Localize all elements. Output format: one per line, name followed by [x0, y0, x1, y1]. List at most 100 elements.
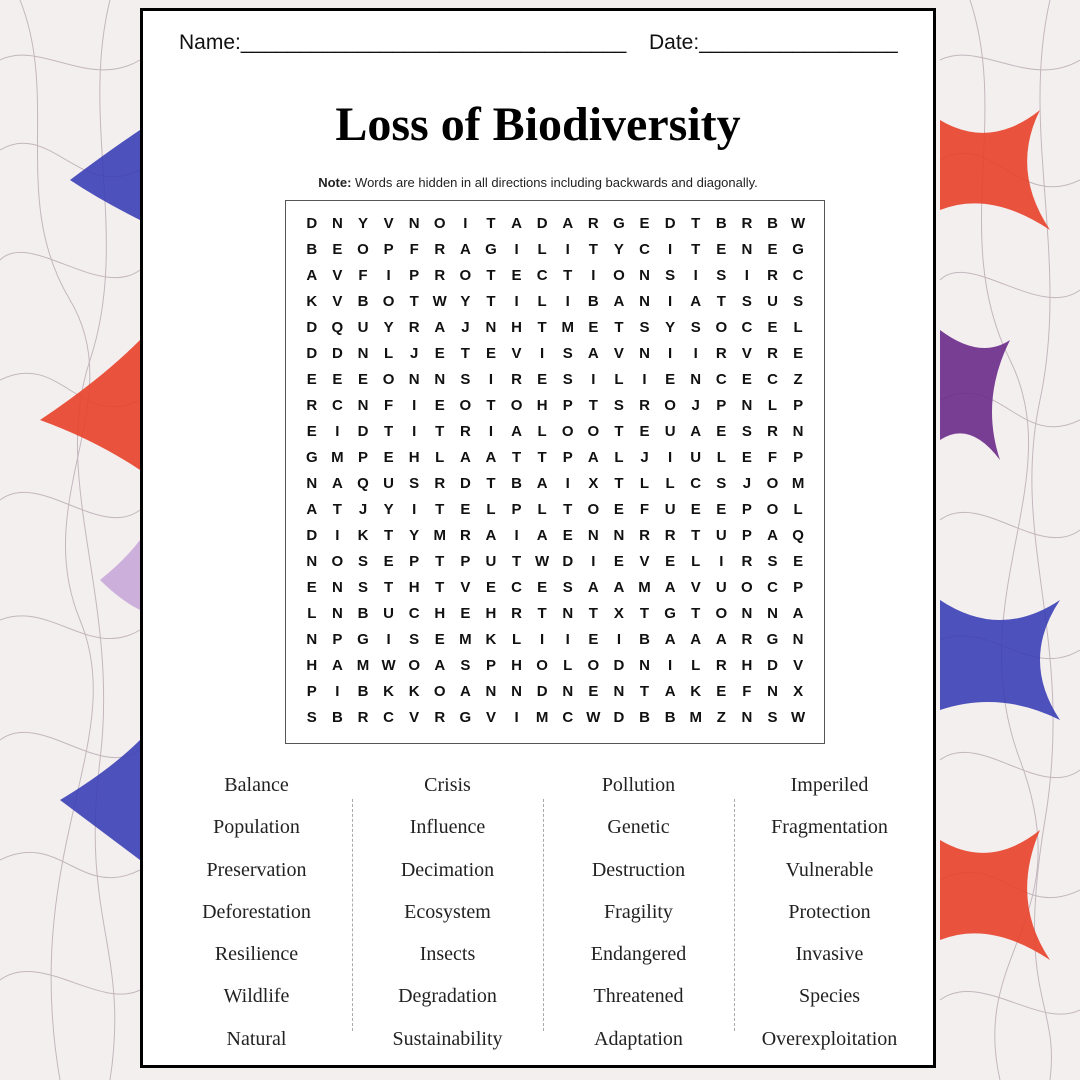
grid-letter[interactable]: T	[537, 605, 547, 622]
grid-letter[interactable]: E	[793, 345, 804, 362]
grid-letter[interactable]: T	[691, 527, 701, 544]
grid-letter[interactable]: R	[664, 527, 676, 544]
grid-letter[interactable]: I	[412, 397, 417, 414]
grid-letter[interactable]: R	[741, 553, 753, 570]
grid-letter[interactable]: N	[485, 319, 497, 336]
grid-letter[interactable]: B	[306, 241, 318, 258]
grid-letter[interactable]: U	[383, 475, 394, 492]
grid-letter[interactable]: C	[792, 267, 804, 284]
grid-letter[interactable]: V	[511, 345, 522, 362]
grid-letter[interactable]: V	[793, 657, 804, 674]
grid-letter[interactable]: I	[514, 293, 519, 310]
grid-letter[interactable]: R	[741, 215, 753, 232]
grid-letter[interactable]: A	[511, 423, 522, 440]
grid-letter[interactable]: R	[767, 345, 778, 362]
grid-letter[interactable]: P	[511, 501, 522, 518]
grid-letter[interactable]: O	[536, 657, 548, 674]
grid-letter[interactable]: I	[386, 267, 391, 284]
grid-letter[interactable]: J	[461, 319, 470, 336]
grid-letter[interactable]: R	[767, 267, 778, 284]
grid-letter[interactable]: A	[690, 293, 702, 310]
grid-letter[interactable]: L	[665, 475, 675, 492]
grid-letter[interactable]: T	[563, 267, 573, 284]
grid-letter[interactable]: T	[486, 267, 496, 284]
grid-letter[interactable]: X	[588, 475, 599, 492]
grid-letter[interactable]: V	[485, 709, 496, 726]
grid-letter[interactable]: B	[664, 709, 676, 726]
grid-letter[interactable]: S	[562, 371, 573, 388]
grid-letter[interactable]: D	[306, 345, 318, 362]
grid-letter[interactable]: P	[741, 501, 752, 518]
grid-letter[interactable]: A	[306, 501, 318, 518]
grid-letter[interactable]: I	[668, 449, 673, 466]
grid-letter[interactable]: P	[562, 449, 573, 466]
grid-letter[interactable]: E	[741, 371, 752, 388]
grid-letter[interactable]: O	[587, 501, 600, 518]
grid-letter[interactable]: U	[485, 553, 497, 570]
grid-letter[interactable]: Y	[665, 319, 676, 336]
grid-letter[interactable]: S	[767, 553, 778, 570]
grid-letter[interactable]: I	[565, 293, 570, 310]
grid-letter[interactable]: I	[591, 267, 596, 284]
grid-letter[interactable]: X	[613, 605, 624, 622]
grid-letter[interactable]: E	[434, 631, 445, 648]
grid-letter[interactable]: T	[409, 293, 419, 310]
grid-letter[interactable]: N	[408, 371, 420, 388]
grid-letter[interactable]: E	[306, 423, 317, 440]
grid-letter[interactable]: I	[565, 475, 570, 492]
grid-letter[interactable]: I	[616, 631, 621, 648]
grid-letter[interactable]: I	[668, 657, 673, 674]
grid-letter[interactable]: F	[358, 267, 368, 284]
grid-letter[interactable]: T	[486, 293, 496, 310]
grid-letter[interactable]: T	[435, 423, 445, 440]
grid-letter[interactable]: S	[562, 345, 573, 362]
grid-letter[interactable]: T	[614, 475, 624, 492]
grid-letter[interactable]: P	[793, 397, 804, 414]
grid-letter[interactable]: T	[383, 423, 394, 440]
grid-letter[interactable]: K	[485, 631, 497, 648]
grid-letter[interactable]: M	[331, 449, 344, 466]
grid-letter[interactable]: D	[613, 709, 625, 726]
grid-letter[interactable]: E	[306, 371, 317, 388]
grid-letter[interactable]: Y	[409, 527, 420, 544]
grid-letter[interactable]: A	[613, 293, 625, 310]
grid-letter[interactable]: H	[306, 657, 318, 674]
grid-letter[interactable]: J	[640, 449, 649, 466]
grid-letter[interactable]: I	[642, 371, 647, 388]
grid-letter[interactable]: T	[588, 605, 598, 622]
grid-letter[interactable]: E	[511, 267, 522, 284]
grid-letter[interactable]: S	[793, 293, 804, 310]
grid-letter[interactable]: N	[767, 605, 778, 622]
grid-letter[interactable]: J	[742, 475, 752, 492]
grid-letter[interactable]: P	[460, 553, 471, 570]
grid-letter[interactable]: K	[383, 683, 394, 700]
grid-letter[interactable]: E	[537, 579, 548, 596]
grid-letter[interactable]: I	[514, 527, 519, 544]
grid-letter[interactable]: J	[691, 397, 700, 414]
grid-letter[interactable]: R	[357, 709, 369, 726]
grid-letter[interactable]: E	[613, 501, 624, 518]
grid-letter[interactable]: F	[383, 397, 394, 414]
grid-letter[interactable]: A	[664, 579, 676, 596]
grid-letter[interactable]: U	[715, 579, 727, 596]
grid-letter[interactable]: X	[793, 683, 804, 700]
grid-letter[interactable]: E	[434, 397, 445, 414]
grid-letter[interactable]: I	[591, 371, 596, 388]
grid-letter[interactable]: A	[587, 449, 599, 466]
grid-letter[interactable]: S	[613, 397, 624, 414]
grid-letter[interactable]: N	[331, 215, 343, 232]
grid-letter[interactable]: N	[511, 683, 522, 700]
grid-letter[interactable]: O	[715, 319, 728, 336]
grid-letter[interactable]: H	[511, 319, 522, 336]
grid-letter[interactable]: Y	[613, 241, 624, 258]
grid-letter[interactable]: C	[331, 397, 343, 414]
grid-letter[interactable]: I	[488, 371, 494, 388]
grid-letter[interactable]: B	[357, 683, 369, 700]
grid-letter[interactable]: W	[432, 293, 447, 310]
grid-letter[interactable]: T	[435, 501, 445, 518]
grid-letter[interactable]: T	[537, 449, 547, 466]
grid-letter[interactable]: I	[693, 267, 698, 284]
grid-letter[interactable]: E	[332, 241, 343, 258]
grid-letter[interactable]: N	[434, 371, 446, 388]
grid-letter[interactable]: L	[563, 657, 573, 674]
